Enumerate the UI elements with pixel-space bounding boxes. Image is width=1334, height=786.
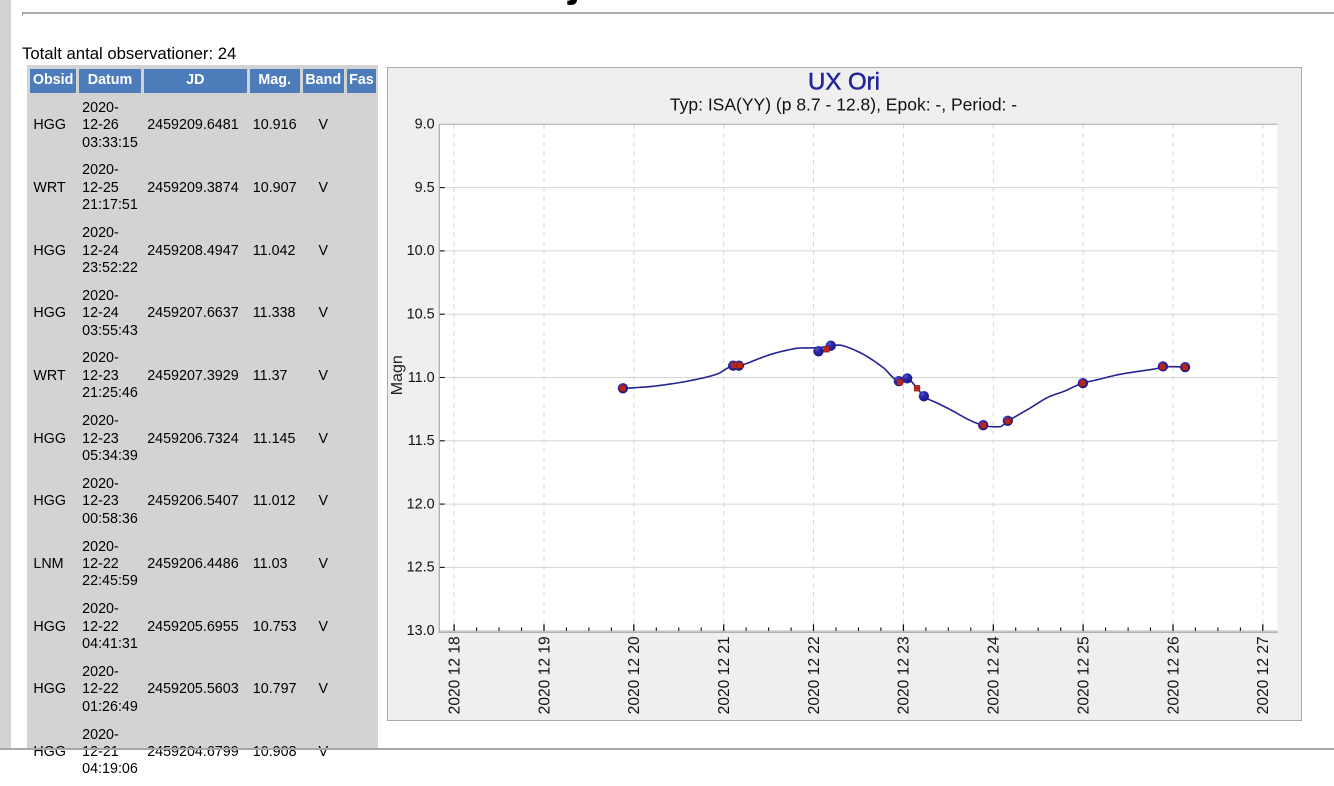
svg-text:Typ: ISA(YY) (p 8.7 - 12.8), E: Typ: ISA(YY) (p 8.7 - 12.8), Epok: -, Pe… <box>670 94 1017 114</box>
svg-text:2020 12 24: 2020 12 24 <box>986 636 1003 714</box>
svg-text:2020 12 18: 2020 12 18 <box>447 636 464 714</box>
svg-text:12.5: 12.5 <box>407 560 435 576</box>
svg-text:2020 12 20: 2020 12 20 <box>626 636 643 714</box>
svg-text:9.5: 9.5 <box>415 180 435 196</box>
svg-text:10.5: 10.5 <box>407 307 435 323</box>
svg-text:12.0: 12.0 <box>407 496 435 512</box>
svg-text:2020 12 23: 2020 12 23 <box>896 636 913 714</box>
svg-text:2020 12 26: 2020 12 26 <box>1166 636 1183 714</box>
svg-text:13.0: 13.0 <box>407 623 435 639</box>
svg-text:2020 12 25: 2020 12 25 <box>1076 636 1093 714</box>
svg-text:2020 12 27: 2020 12 27 <box>1255 636 1272 714</box>
svg-text:11.0: 11.0 <box>408 370 435 386</box>
svg-text:10.0: 10.0 <box>407 243 435 259</box>
svg-text:2020 12 21: 2020 12 21 <box>716 636 733 714</box>
svg-text:UX Ori: UX Ori <box>808 69 880 96</box>
svg-text:2020 12 19: 2020 12 19 <box>537 636 554 714</box>
svg-text:Magn: Magn <box>390 355 407 395</box>
svg-text:2020 12 22: 2020 12 22 <box>806 636 823 714</box>
svg-text:11.5: 11.5 <box>408 433 435 449</box>
svg-text:9.0: 9.0 <box>415 117 435 133</box>
